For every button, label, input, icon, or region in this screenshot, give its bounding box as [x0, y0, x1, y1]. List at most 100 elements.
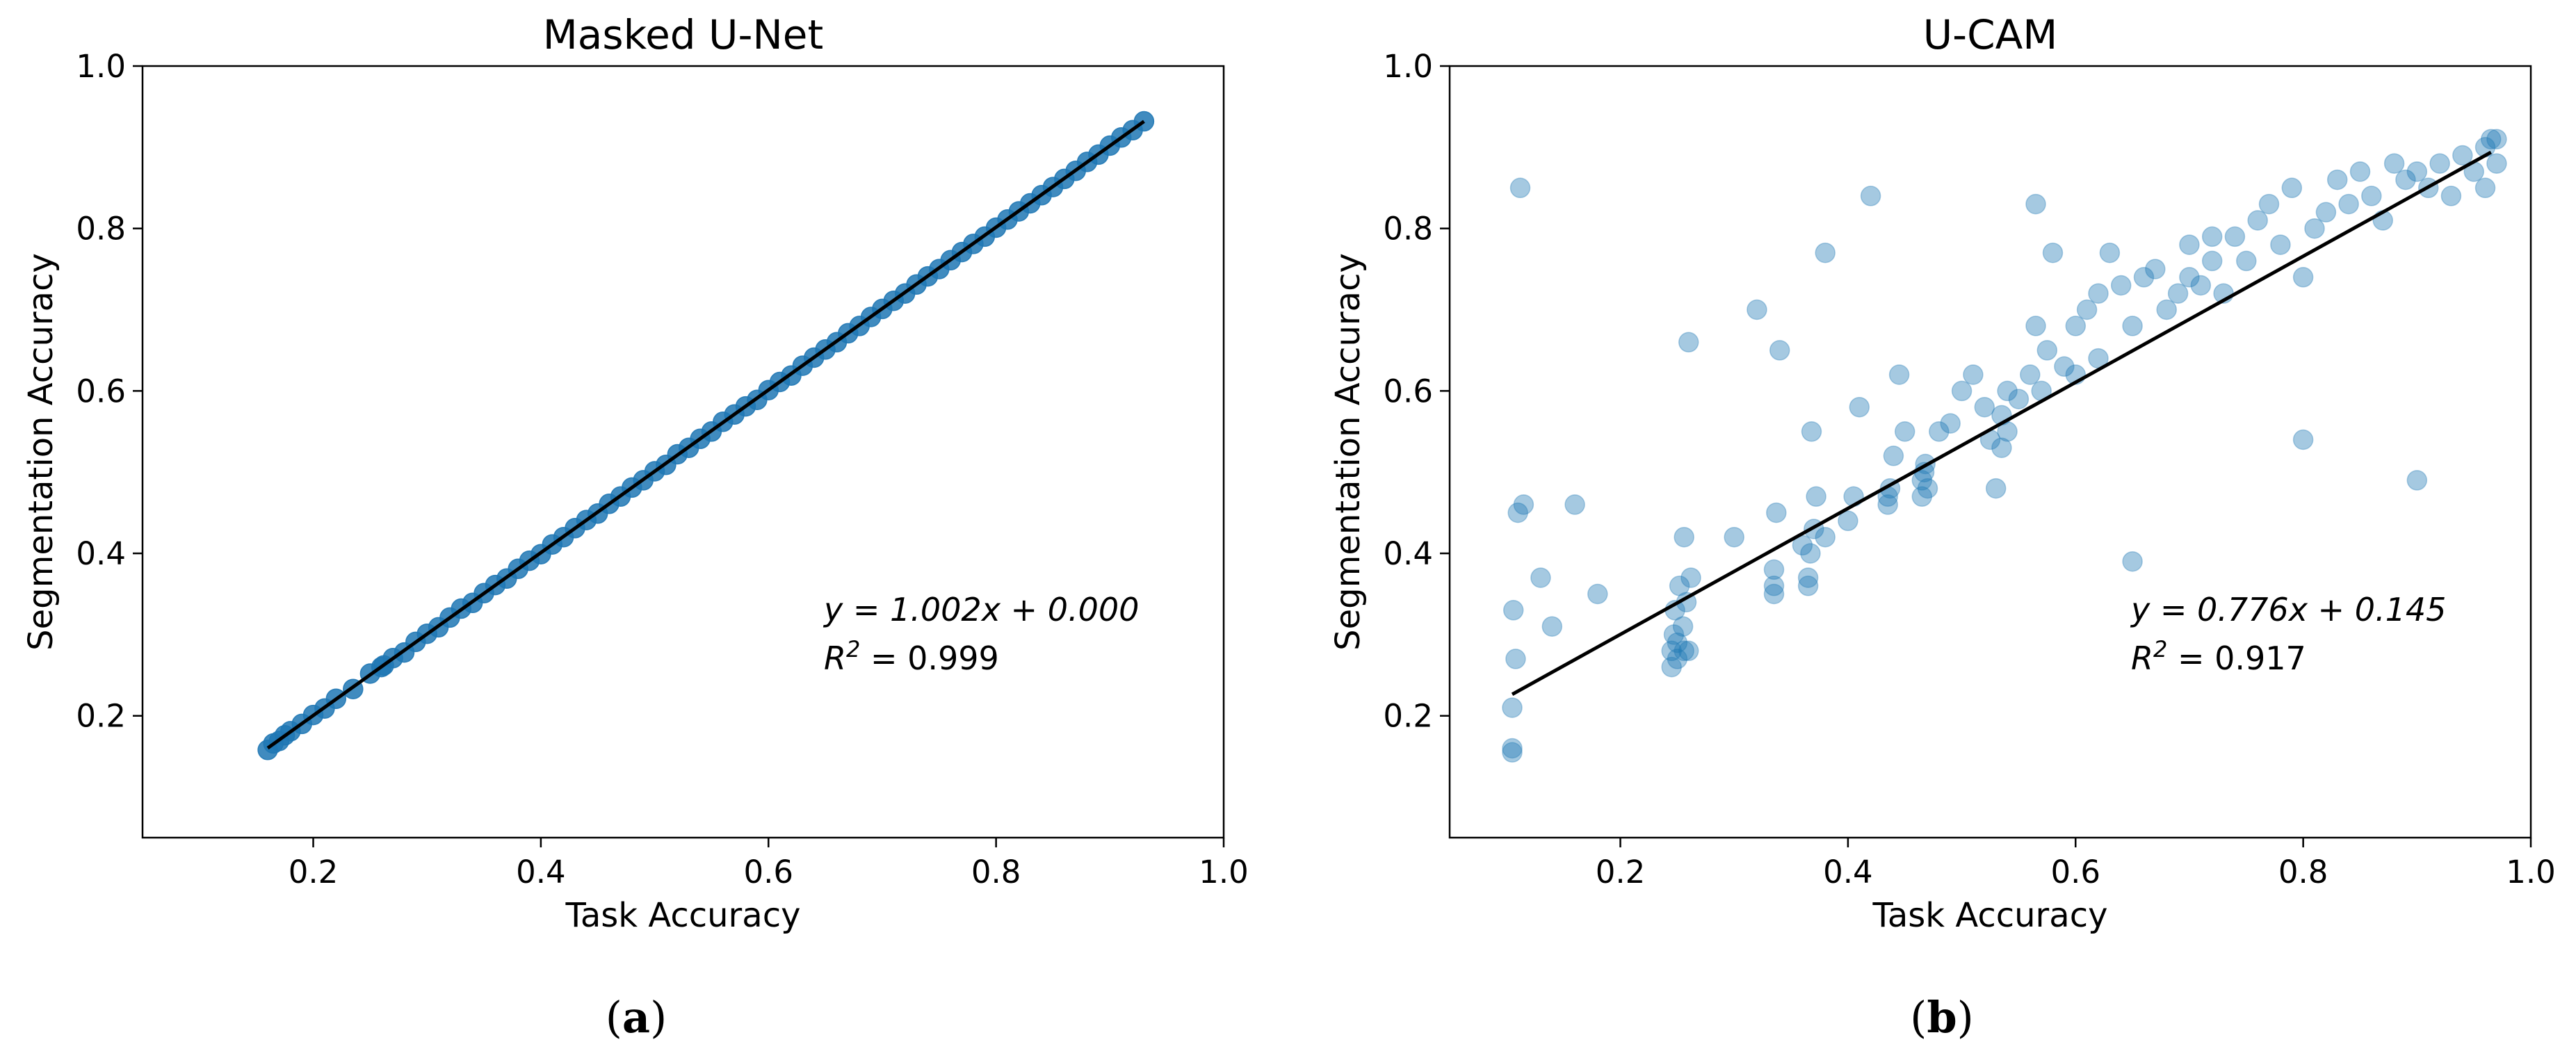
data-point — [1797, 567, 1819, 588]
data-point — [1541, 616, 1563, 637]
data-point — [2025, 193, 2046, 215]
x-tick-label: 0.4 — [516, 854, 566, 890]
data-point — [1849, 396, 1870, 418]
data-point — [2025, 316, 2046, 336]
x-tick-label: 0.2 — [289, 854, 339, 890]
chart-title: Masked U-Net — [543, 11, 823, 58]
data-point — [2054, 356, 2075, 377]
data-point — [1678, 332, 1699, 353]
data-point — [1674, 640, 1694, 662]
data-point — [1502, 738, 1523, 759]
data-point — [1797, 576, 1819, 596]
data-point — [2236, 250, 2257, 272]
data-point — [2292, 267, 2314, 288]
data-point — [2008, 389, 2030, 409]
y-axis-label: Segmentation Accuracy — [22, 253, 60, 651]
data-point — [2179, 267, 2200, 288]
y-tick-label: 0.4 — [76, 535, 126, 572]
data-point — [2133, 267, 2155, 288]
y-tick-label: 0.2 — [1383, 698, 1433, 735]
data-point — [1678, 640, 1699, 662]
y-tick-label: 0.8 — [1383, 211, 1433, 247]
y-tick-label: 0.2 — [76, 698, 126, 735]
data-point — [1763, 559, 1785, 580]
data-point — [1806, 486, 1826, 507]
data-point — [2065, 316, 2087, 336]
data-point — [2440, 186, 2462, 206]
data-point — [2474, 177, 2496, 199]
y-tick-label: 1.0 — [1383, 48, 1433, 85]
data-point — [1763, 583, 1785, 605]
data-point — [1587, 583, 1608, 605]
data-point — [2326, 169, 2348, 190]
y-tick-label: 0.8 — [76, 211, 126, 247]
data-point — [1507, 502, 1528, 523]
chart-panel-a: 0.2 0.4 0.6 0.8 1.0 0.2 0.4 0.6 0.8 1.0 Masked U-N… — [22, 11, 1249, 1043]
data-point — [2167, 283, 2189, 304]
data-point — [1564, 494, 1585, 515]
data-point — [1997, 380, 2018, 402]
data-point — [1801, 421, 1822, 442]
plot-frame — [1448, 65, 2532, 839]
scatter-points — [1502, 129, 2507, 763]
data-point — [2036, 340, 2058, 361]
data-point — [1509, 177, 1531, 199]
data-point — [1894, 421, 1915, 442]
x-tick-label: 0.6 — [743, 854, 793, 890]
data-point — [2190, 275, 2212, 296]
data-point — [2122, 551, 2143, 572]
y-tick-label: 0.6 — [76, 373, 126, 409]
r-squared: R2 = 0.917 — [2131, 636, 2306, 677]
data-point — [2429, 153, 2450, 174]
data-point — [1963, 364, 1984, 385]
data-point — [2099, 242, 2121, 263]
data-point — [1661, 640, 1682, 662]
data-point — [2452, 145, 2473, 166]
data-point — [1672, 616, 1694, 637]
x-tick-label: 1.0 — [1199, 854, 1249, 890]
data-point — [2304, 218, 2325, 239]
data-point — [1974, 396, 1995, 418]
data-point — [1815, 526, 1836, 548]
x-tick-label: 0.4 — [1823, 854, 1873, 890]
data-point — [1860, 186, 1881, 206]
data-point — [1800, 543, 1821, 564]
data-point — [1502, 600, 1524, 621]
data-point — [2292, 429, 2314, 450]
data-point — [2201, 226, 2223, 247]
data-point — [2338, 193, 2359, 215]
data-point — [1877, 494, 1898, 515]
data-point — [1911, 486, 1933, 507]
fit-equation: y = 0.776x + 0.145 — [2130, 591, 2446, 628]
data-point — [1663, 624, 1685, 645]
data-point — [1747, 299, 1767, 320]
x-tick-label: 0.8 — [971, 854, 1021, 890]
data-point — [2395, 169, 2416, 190]
data-point — [2281, 177, 2303, 199]
data-point — [1669, 576, 1690, 596]
x-tick-label: 1.0 — [2506, 854, 2556, 890]
data-point — [1667, 632, 1688, 653]
data-point — [1985, 478, 2007, 499]
data-point — [1505, 649, 1526, 669]
y-tick-label: 0.4 — [1383, 535, 1433, 572]
y-axis-label: Segmentation Accuracy — [1329, 253, 1368, 651]
r-squared: R2 = 0.999 — [824, 636, 999, 677]
data-point — [1513, 494, 1534, 515]
data-point — [1991, 437, 2012, 458]
data-point — [2156, 299, 2177, 320]
data-point — [1502, 697, 1523, 718]
data-point — [2247, 210, 2268, 231]
data-point — [1661, 656, 1682, 678]
data-point — [2315, 202, 2337, 223]
regression-line — [1511, 150, 2492, 696]
data-point — [2201, 250, 2223, 272]
data-point — [2145, 259, 2166, 279]
data-point — [2088, 283, 2109, 304]
data-point — [1667, 649, 1688, 669]
chart-title: U-CAM — [1923, 11, 2058, 58]
data-point — [1951, 380, 1972, 402]
data-point — [2270, 234, 2291, 255]
data-point — [1888, 364, 1910, 385]
data-point — [2020, 364, 2041, 385]
